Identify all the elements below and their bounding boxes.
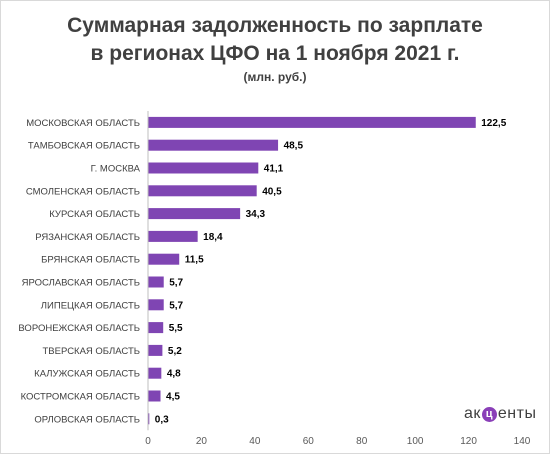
category-label: ВОРОНЕЖСКАЯ ОБЛАСТЬ xyxy=(18,323,140,334)
data-label: 0,3 xyxy=(155,414,169,425)
x-tick-label: 40 xyxy=(249,436,261,447)
x-tick-label: 0 xyxy=(145,436,151,447)
bar xyxy=(148,344,163,356)
data-label: 5,5 xyxy=(169,323,183,334)
bar xyxy=(148,276,164,288)
bar xyxy=(148,230,198,242)
data-label: 4,5 xyxy=(166,392,180,403)
category-label: СМОЛЕНСКАЯ ОБЛАСТЬ xyxy=(26,186,140,197)
data-label: 122,5 xyxy=(481,118,506,129)
bar xyxy=(148,322,164,334)
logo-text-start: ак xyxy=(464,405,481,422)
category-label: КОСТРОМСКАЯ ОБЛАСТЬ xyxy=(21,392,140,403)
x-tick-label: 20 xyxy=(196,436,208,447)
logo-text-end: енты xyxy=(497,405,537,422)
data-label: 11,5 xyxy=(185,255,204,266)
bar xyxy=(148,299,164,311)
category-label: БРЯНСКАЯ ОБЛАСТЬ xyxy=(41,255,140,266)
x-tick-label: 140 xyxy=(514,436,531,447)
bar xyxy=(148,208,241,220)
x-tick-label: 80 xyxy=(356,436,368,447)
category-label: ТАМБОВСКАЯ ОБЛАСТЬ xyxy=(28,141,140,152)
chart-subtitle: (млн. руб.) xyxy=(243,70,307,84)
category-label: КАЛУЖСКАЯ ОБЛАСТЬ xyxy=(34,369,140,380)
category-label: ОРЛОВСКАЯ ОБЛАСТЬ xyxy=(34,414,140,425)
bar xyxy=(148,185,257,197)
data-label: 5,7 xyxy=(169,300,183,311)
bar xyxy=(148,139,279,151)
bar xyxy=(148,413,150,425)
category-label: МОСКОВСКАЯ ОБЛАСТЬ xyxy=(26,118,140,129)
category-label: ЯРОСЛАВСКАЯ ОБЛАСТЬ xyxy=(22,278,140,289)
data-label: 48,5 xyxy=(284,141,304,152)
chart-title: Суммарная задолженность по зарплате в ре… xyxy=(0,12,550,68)
chart-title-line-1: Суммарная задолженность по зарплате xyxy=(67,14,483,37)
bar xyxy=(148,116,476,128)
category-label: РЯЗАНСКАЯ ОБЛАСТЬ xyxy=(35,232,140,243)
bar xyxy=(148,390,161,402)
x-tick-label: 120 xyxy=(460,436,477,447)
x-tick-label: 60 xyxy=(303,436,315,447)
category-label: Г. МОСКВА xyxy=(91,164,141,175)
data-label: 41,1 xyxy=(264,164,284,175)
bar xyxy=(148,253,180,265)
data-label: 40,5 xyxy=(262,186,282,197)
data-label: 5,7 xyxy=(169,278,183,289)
logo-mark: ц xyxy=(481,407,497,422)
data-label: 5,2 xyxy=(168,346,182,357)
category-label: ЛИПЕЦКАЯ ОБЛАСТЬ xyxy=(41,300,140,311)
bar xyxy=(148,367,162,379)
data-label: 34,3 xyxy=(246,209,266,220)
category-label: ТВЕРСКАЯ ОБЛАСТЬ xyxy=(42,346,140,357)
data-label: 18,4 xyxy=(203,232,223,243)
category-label: КУРСКАЯ ОБЛАСТЬ xyxy=(49,209,140,220)
x-tick-label: 100 xyxy=(407,436,424,447)
chart-title-line-2: в регионах ЦФО на 1 ноября 2021 г. xyxy=(90,42,460,65)
data-label: 4,8 xyxy=(167,369,181,380)
brand-logo: ак ц енты xyxy=(464,405,536,423)
bar xyxy=(148,162,259,174)
